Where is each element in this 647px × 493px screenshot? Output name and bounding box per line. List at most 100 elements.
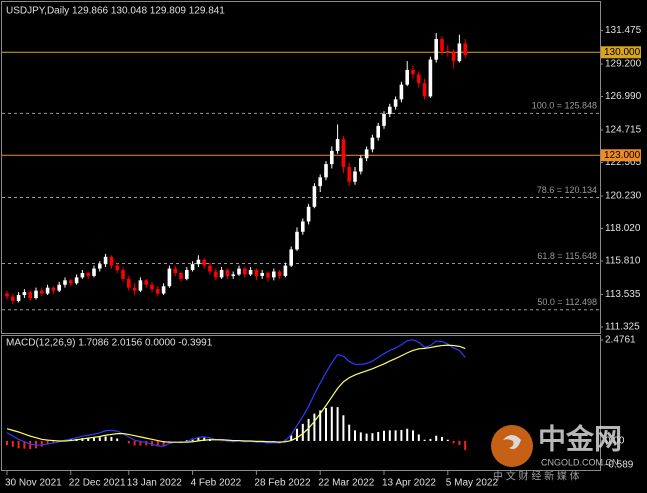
candle-body [353,171,357,182]
candle-body [214,271,218,278]
candle-body [260,272,264,276]
candle-body [138,280,143,291]
macd-panel-frame [1,335,601,471]
histogram-bar [348,424,351,441]
candle-body [370,137,375,150]
candle-body [86,272,90,276]
candle-body [63,280,67,285]
y-tick-label: 124.715 [605,125,642,136]
candle-body [405,69,409,85]
candle-body [277,271,282,276]
candle-body [399,84,404,100]
candle-body [382,114,386,126]
histogram-bar [423,439,426,441]
histogram-bar [313,413,316,441]
histogram-bar [452,440,455,444]
candle-body [428,59,433,97]
candle-body [225,270,230,276]
candle-body [74,277,79,284]
histogram-bar [185,440,188,441]
level-label: 130.000 [604,47,641,58]
histogram-bar [23,440,26,449]
candle-body [80,272,85,278]
indicator-line [6,344,466,443]
candle-body [115,265,119,271]
fibo-label: 50.0 = 112.498 [537,297,597,307]
candle-body [69,280,73,284]
histogram-bar [412,430,414,441]
histogram-bar [307,418,310,441]
x-tick-label: 4 Feb 2022 [191,478,242,489]
histogram-bar [441,436,443,441]
histogram-bar [464,440,467,450]
candle-body [301,221,305,232]
candle-body [28,292,32,298]
candle-body [237,268,241,275]
candle-body [40,290,44,294]
candle-body [324,164,328,178]
y-tick-label: 115.810 [605,256,641,267]
candle-body [347,167,351,182]
candle-body [57,284,61,291]
histogram-bar [168,440,171,443]
candle-body [22,292,27,296]
watermark-logo [491,425,533,467]
histogram-bar [156,440,159,447]
candle-body [219,270,224,278]
candle-body [109,256,114,266]
candle-body [393,99,398,107]
candle-body [161,286,166,294]
y-tick-label: 111.325 [605,322,640,333]
histogram-bar [383,430,385,441]
candle-body [434,39,438,60]
candle-body [150,284,154,290]
watermark-logo-mark [503,435,521,449]
histogram-bar [371,433,374,441]
histogram-bar [446,439,449,441]
candle-body [272,271,276,278]
indicator-line [6,339,466,447]
x-tick-label: 5 May 2022 [446,478,499,489]
fibo-label: 78.6 = 120.134 [537,185,597,195]
histogram-bar [377,431,380,441]
histogram-bar [52,440,55,444]
candle-body [51,287,56,291]
candle-body [34,290,38,298]
y-tick-label: 0.00 [605,436,625,447]
histogram-bar [203,437,206,441]
candle-body [457,43,462,62]
histogram-bar [11,440,14,447]
histogram-bar [6,440,8,446]
candle-body [411,69,415,75]
histogram-bar [394,430,397,441]
histogram-bar [29,440,32,450]
watermark: 中金网 CNGOLD.COM.CN 中 文 财 经 新 媒 体 [491,422,622,483]
candle-body [295,231,299,250]
candle-body [196,259,201,265]
candle-body [45,287,50,294]
candle-body [103,256,108,265]
histogram-bar [110,436,113,441]
histogram-bar [296,428,298,441]
histogram-bar [127,440,130,444]
candle-body [208,265,212,272]
watermark-slogan: 中 文 财 经 新 媒 体 [493,470,580,483]
histogram-bar [98,437,101,441]
y-tick-label: 113.535 [605,289,641,300]
histogram-bar [359,432,362,441]
y-tick-label: 2.4761 [605,335,636,346]
histogram-bar [435,435,438,441]
y-tick-label: 122.505 [605,157,642,168]
candle-body [167,268,172,287]
candle-body [388,106,392,115]
fibo-label: 100.0 = 125.848 [532,101,597,111]
histogram-bar [325,407,327,441]
y-tick-label: 129.200 [605,59,642,70]
histogram-bar [319,410,322,441]
candle-body [266,272,270,278]
main-header: USDJPY,Daily 129.866 130.048 129.809 129… [6,6,225,17]
candle-body [248,270,253,275]
candle-body [243,268,247,275]
candle-body [440,39,444,51]
